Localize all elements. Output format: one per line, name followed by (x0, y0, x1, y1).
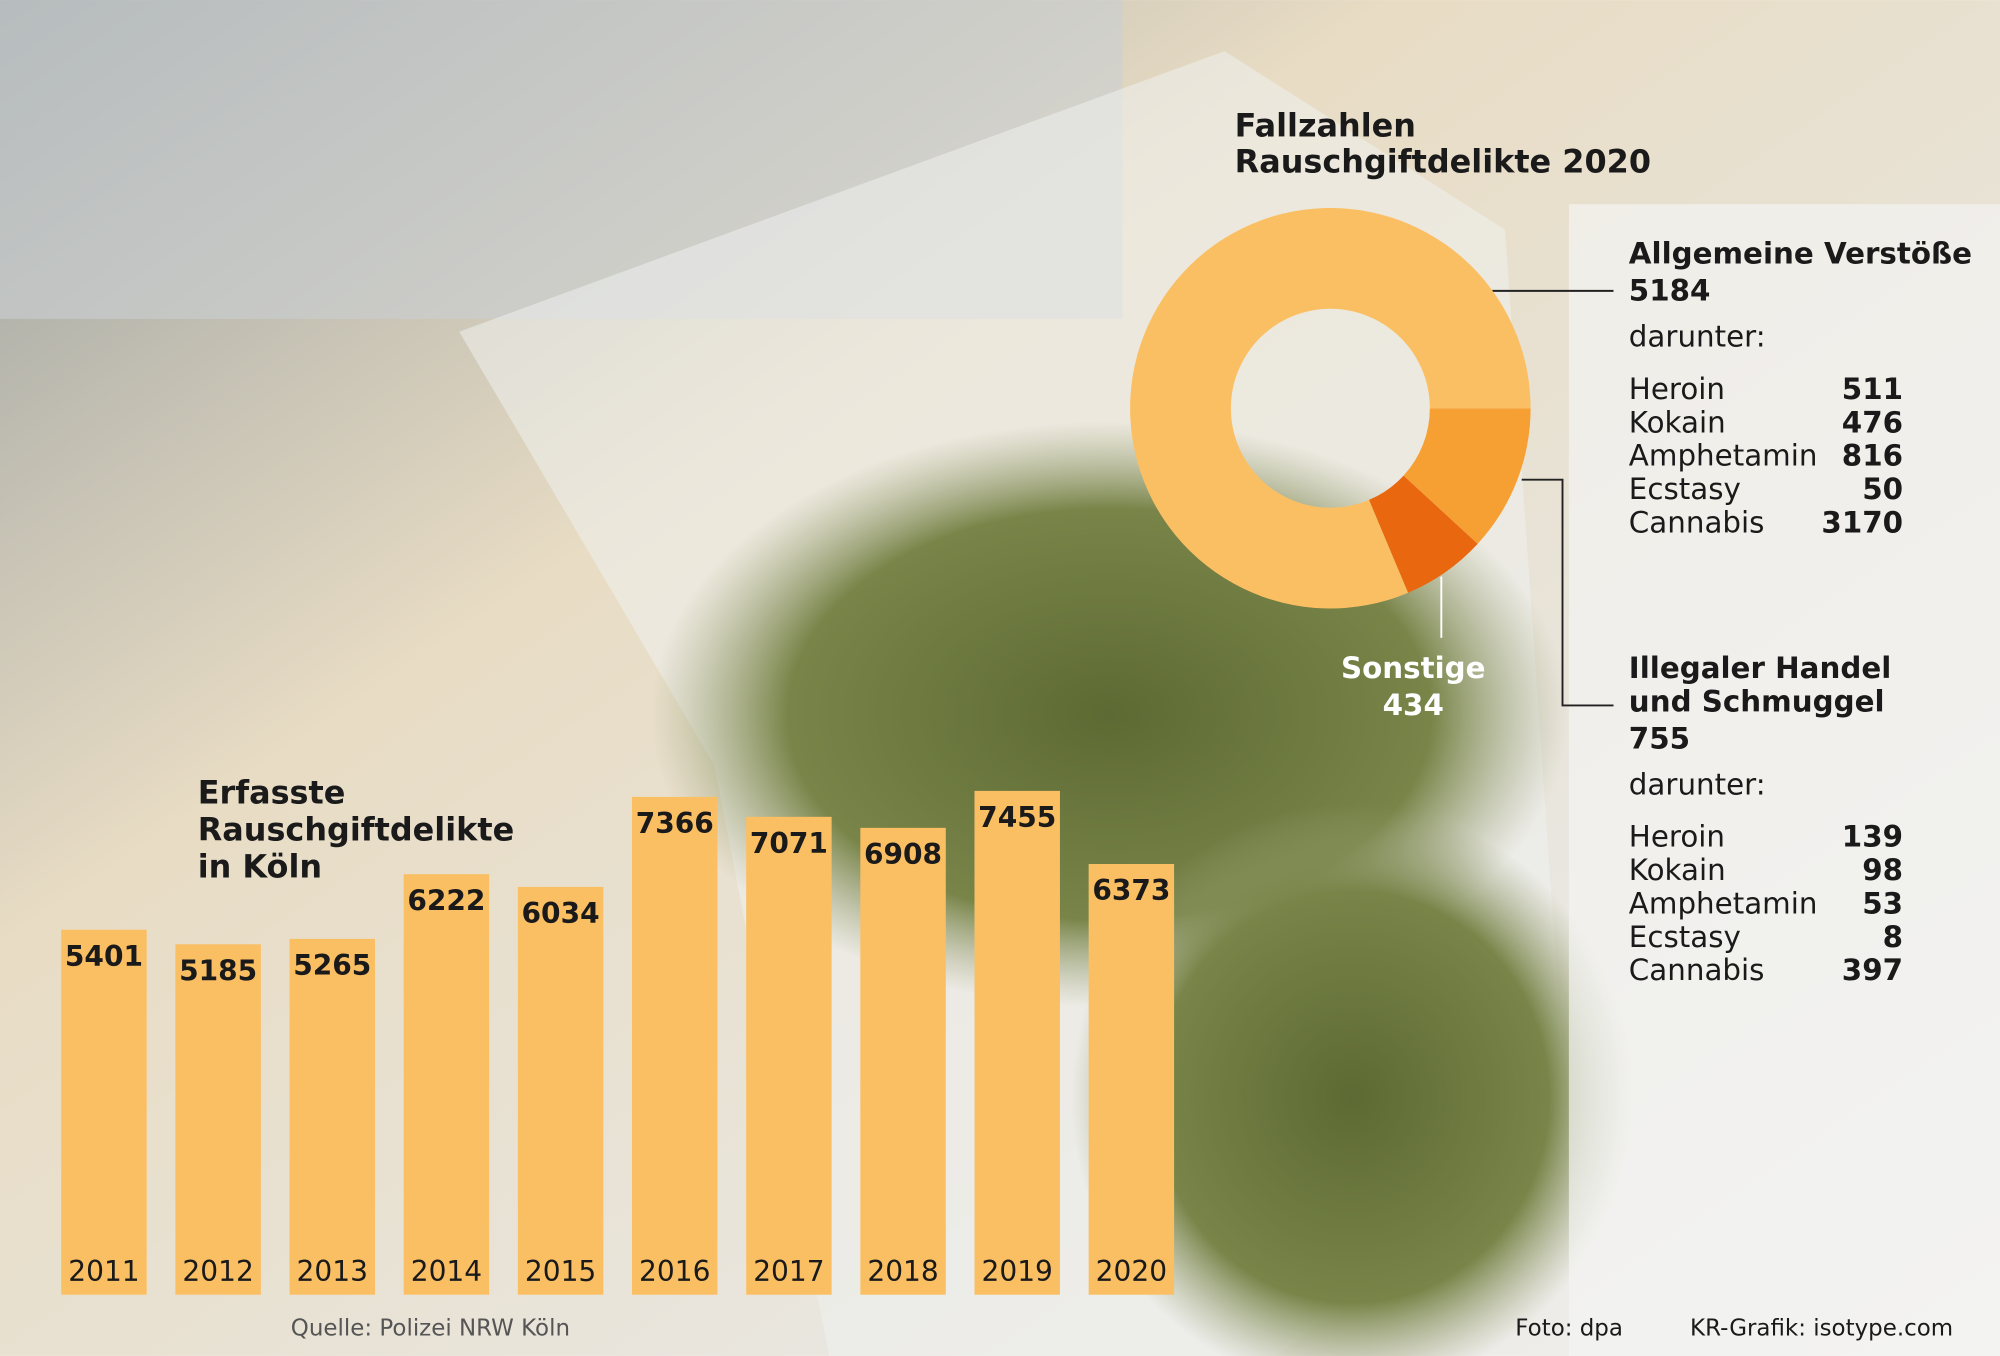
value-label: 7455 (978, 801, 1056, 834)
breakdown-value: 3170 (1821, 506, 1903, 540)
background-panel (1568, 204, 2000, 1356)
breakdown-name: Ecstasy (1629, 472, 1741, 506)
value-label: 5265 (293, 949, 371, 982)
value-label: 6373 (1092, 874, 1170, 907)
breakdown-name: Kokain (1629, 853, 1726, 887)
chart-title: Rauschgiftdelikte (198, 811, 514, 849)
donut-segment (1403, 408, 1531, 544)
breakdown-name: Ecstasy (1629, 920, 1741, 954)
breakdown-name: Cannabis (1629, 953, 1765, 987)
breakdown-heading: darunter: (1629, 320, 1766, 354)
value-label: 7071 (750, 827, 828, 860)
segment-label: Allgemeine Verstöße (1629, 237, 1972, 271)
breakdown-value: 50 (1862, 472, 1903, 506)
value-label: 7366 (636, 807, 714, 840)
bar (289, 938, 375, 1295)
segment-label: Sonstige (1341, 651, 1486, 685)
donut-segment (1368, 475, 1478, 593)
segment-value: 434 (1383, 688, 1444, 722)
breakdown-heading: darunter: (1629, 767, 1766, 801)
value-label: 5185 (179, 954, 257, 987)
breakdown-value: 98 (1862, 853, 1903, 887)
breakdown-name: Heroin (1629, 372, 1725, 406)
breakdown-value: 8 (1883, 920, 1903, 954)
leader-line (1521, 478, 1614, 707)
value-label: 6222 (407, 884, 485, 917)
x-tick-label: 2011 (68, 1255, 139, 1288)
x-tick-label: 2013 (297, 1255, 368, 1288)
x-tick-label: 2015 (525, 1255, 596, 1288)
segment-value: 755 (1629, 721, 1690, 755)
bar (974, 790, 1060, 1295)
bar (61, 929, 147, 1295)
bar (403, 874, 490, 1295)
x-tick-label: 2020 (1096, 1255, 1167, 1288)
bar (1088, 864, 1175, 1295)
graphic-credit: KR-Grafik: isotype.com (1690, 1316, 1953, 1342)
chart-title: Erfasste (198, 774, 346, 812)
breakdown-value: 511 (1842, 372, 1903, 406)
breakdown-value: 476 (1842, 405, 1903, 439)
breakdown-name: Amphetamin (1629, 886, 1818, 920)
breakdown-value: 53 (1862, 886, 1903, 920)
background-cannabis (1071, 803, 1633, 1356)
value-label: 5401 (65, 940, 143, 973)
donut-segment (1130, 207, 1531, 609)
segment-label: Illegaler Handel (1629, 651, 1891, 685)
photo-credit: Foto: dpa (1515, 1316, 1623, 1342)
chart-title: in Köln (198, 848, 322, 886)
breakdown-name: Kokain (1629, 405, 1726, 439)
chart-title: Fallzahlen (1235, 107, 1416, 145)
bar (175, 944, 261, 1295)
bar (746, 816, 832, 1295)
value-label: 6908 (864, 838, 942, 871)
bar (517, 886, 604, 1295)
source: Quelle: Polizei NRW Köln (291, 1316, 570, 1342)
segment-label: und Schmuggel (1629, 684, 1885, 718)
chart-title: Rauschgiftdelikte 2020 (1235, 142, 1651, 180)
breakdown-name: Amphetamin (1629, 439, 1818, 473)
breakdown-name: Cannabis (1629, 506, 1765, 540)
segment-value: 5184 (1629, 274, 1711, 308)
bar (860, 827, 946, 1295)
breakdown-value: 397 (1842, 953, 1903, 987)
x-tick-label: 2017 (753, 1255, 824, 1288)
breakdown-name: Heroin (1629, 820, 1725, 854)
value-label: 6034 (522, 897, 600, 930)
x-tick-label: 2018 (867, 1255, 938, 1288)
x-tick-label: 2016 (639, 1255, 710, 1288)
breakdown-value: 139 (1842, 820, 1903, 854)
x-tick-label: 2012 (182, 1255, 253, 1288)
x-tick-label: 2014 (411, 1255, 482, 1288)
x-tick-label: 2019 (982, 1255, 1053, 1288)
bar (632, 796, 718, 1295)
breakdown-value: 816 (1842, 439, 1903, 473)
